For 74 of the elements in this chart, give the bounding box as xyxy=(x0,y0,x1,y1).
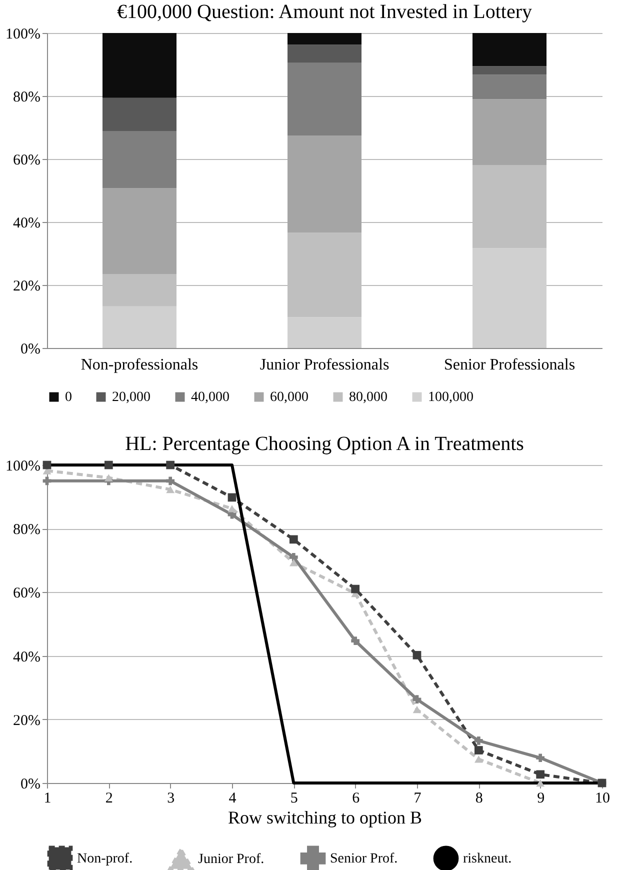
x-tick-label: Senior Professionals xyxy=(444,356,576,374)
x-tick-label: 2 xyxy=(105,790,113,806)
legend-label: riskneut. xyxy=(463,851,512,866)
point xyxy=(351,584,360,594)
point xyxy=(351,636,360,646)
y-tick-label: 80% xyxy=(13,90,40,106)
legend-label: 60,000 xyxy=(270,390,308,405)
point xyxy=(412,706,422,714)
x-tick-label: Non-professionals xyxy=(80,356,198,374)
x-axis-title: Row switching to option B xyxy=(228,808,422,828)
point xyxy=(42,476,52,486)
point xyxy=(289,535,298,544)
legend-label: Junior Prof. xyxy=(198,852,264,868)
y-tick-label: 20% xyxy=(13,712,40,729)
bar xyxy=(288,44,362,63)
x-tick-label: 7 xyxy=(414,790,422,806)
x-tick-label: 10 xyxy=(595,790,610,806)
point xyxy=(536,779,545,787)
y-tick-label: 40% xyxy=(13,216,40,232)
x-tick-label: 4 xyxy=(228,790,237,806)
bar xyxy=(102,98,176,131)
point xyxy=(289,553,298,562)
x-tick-label: Junior Professionals xyxy=(260,356,390,374)
bar xyxy=(472,66,546,75)
x-tick-label: 5 xyxy=(290,790,298,806)
legend-label: 20,000 xyxy=(112,390,150,405)
point xyxy=(166,486,175,494)
legend-label: 40,000 xyxy=(191,390,230,405)
legend-label: 0 xyxy=(65,390,72,405)
point xyxy=(474,756,483,763)
y-tick-label: 0% xyxy=(20,342,40,358)
x-tick-label: 1 xyxy=(44,790,52,806)
point xyxy=(166,476,175,486)
point xyxy=(412,695,422,704)
x-tick-label: 3 xyxy=(167,790,175,806)
y-tick-label: 100% xyxy=(6,458,40,474)
legend-label: Senior Prof. xyxy=(330,851,398,866)
x-tick-label: 8 xyxy=(475,790,483,806)
bar xyxy=(288,317,362,348)
y-tick-label: 60% xyxy=(13,586,40,602)
point xyxy=(536,770,545,779)
legend-label: 100,000 xyxy=(428,390,474,405)
bar xyxy=(472,74,546,100)
chart-title: €100,000 Question: Amount not Invested in Lottery xyxy=(117,1,532,23)
bar xyxy=(288,33,362,45)
bar xyxy=(472,33,546,66)
x-tick-label: 9 xyxy=(537,790,545,806)
point xyxy=(104,460,113,470)
chart-title: HL: Percentage Choosing Option A in Treatments xyxy=(125,433,524,455)
bar xyxy=(472,248,546,348)
y-tick-label: 40% xyxy=(13,649,40,666)
point xyxy=(412,650,422,660)
point xyxy=(228,493,236,502)
y-tick-label: 0% xyxy=(20,776,40,792)
y-tick-label: 60% xyxy=(13,152,40,168)
point xyxy=(474,746,483,754)
y-tick-label: 20% xyxy=(13,278,40,294)
legend-label: 80,000 xyxy=(349,390,388,405)
point xyxy=(104,474,113,482)
bar xyxy=(102,306,176,348)
bar xyxy=(102,130,176,188)
x-tick-label: 6 xyxy=(352,790,360,806)
legend-label: Non-prof. xyxy=(77,851,133,866)
bar xyxy=(288,136,362,233)
bar xyxy=(102,188,176,274)
point xyxy=(474,736,483,745)
y-tick-label: 80% xyxy=(13,522,40,538)
bar xyxy=(102,33,176,98)
point xyxy=(166,460,175,470)
point xyxy=(536,754,545,762)
bar xyxy=(472,99,546,165)
point xyxy=(289,559,298,566)
y-tick-label: 100% xyxy=(6,26,40,42)
bar xyxy=(288,62,362,136)
